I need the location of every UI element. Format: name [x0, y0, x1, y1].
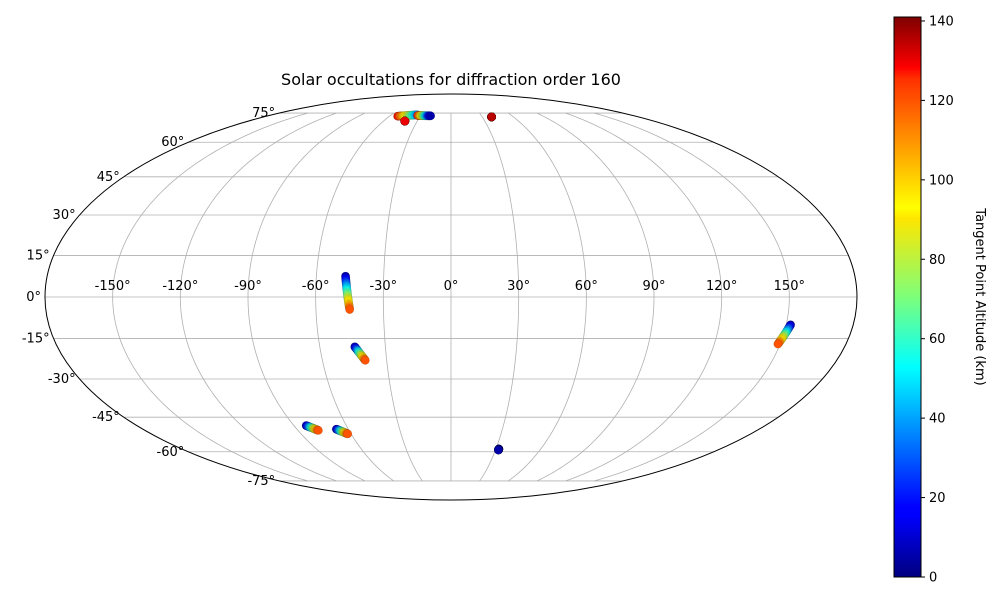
scatter-point: [400, 116, 410, 126]
lon-tick-label: 90°: [642, 279, 665, 294]
scatter-point: [345, 305, 355, 314]
lon-gridline: [508, 112, 587, 482]
lat-tick-label: 30°: [53, 208, 76, 223]
longitude-tick-labels: -150° -120° -90° -60° -30° 0° 30° 60° 90° 120° 150…: [95, 279, 805, 294]
lat-tick-label: 60°: [161, 135, 184, 150]
colorbar-label: Tangent Point Altitude (km): [972, 207, 987, 385]
lat-tick-label: 45°: [97, 170, 120, 185]
lon-gridline: [112, 112, 308, 482]
map-boundary: [44, 93, 858, 501]
colorbar-tick-label: 0: [929, 571, 937, 586]
lon-tick-label: 120°: [706, 279, 737, 294]
colorbar-ticks: 0 20 40 60 80 100 120 140: [921, 14, 954, 586]
lon-tick-label: -30°: [369, 279, 397, 294]
lat-tick-label: -75°: [247, 474, 275, 489]
lon-tick-label: -60°: [302, 279, 330, 294]
colorbar-tick-label: 60: [929, 332, 946, 347]
lon-gridline: [315, 112, 394, 482]
lon-gridline: [247, 112, 366, 482]
colorbar: [893, 16, 922, 578]
colorbar-tick-label: 100: [929, 173, 954, 188]
colorbar-tick-label: 20: [929, 491, 946, 506]
lat-tick-label: -45°: [92, 410, 120, 425]
lon-tick-label: 30°: [507, 279, 530, 294]
colorbar-tick-label: 120: [929, 94, 954, 109]
scatter-point: [343, 429, 353, 439]
scatter-point: [494, 445, 503, 455]
lon-gridline: [382, 112, 423, 482]
lon-tick-label: 0°: [444, 279, 459, 294]
chart-title: Solar occultations for diffraction order…: [281, 70, 621, 89]
lat-tick-label: 75°: [252, 106, 275, 121]
lat-tick-label: -15°: [22, 332, 50, 347]
lon-gridline: [565, 112, 723, 482]
lat-tick-label: 0°: [26, 290, 41, 305]
lon-tick-label: 60°: [575, 279, 598, 294]
lon-tick-label: -150°: [95, 279, 131, 294]
lon-gridline: [536, 112, 655, 482]
lat-tick-label: 15°: [27, 248, 50, 263]
scatter-points: [301, 110, 796, 455]
colorbar-tick-label: 140: [929, 14, 954, 29]
scatter-point: [487, 112, 496, 122]
lon-gridline: [179, 112, 337, 482]
lat-tick-label: -60°: [157, 445, 185, 460]
scatter-point: [773, 339, 783, 349]
latitude-tick-labels: 75° 60° 45° 30° 15° 0° -15° -30° -45° -60° -75°: [22, 106, 275, 489]
lat-tick-label: -30°: [48, 372, 76, 387]
colorbar-tick-label: 80: [929, 253, 946, 268]
scatter-point: [426, 111, 436, 121]
lon-tick-label: 150°: [774, 279, 805, 294]
lon-tick-label: -90°: [234, 279, 262, 294]
lon-tick-label: -120°: [162, 279, 198, 294]
scatter-point: [313, 425, 323, 435]
scatter-point: [360, 355, 370, 365]
colorbar-tick-label: 40: [929, 412, 946, 427]
map-grid: [45, 112, 857, 482]
lon-gridline: [479, 112, 520, 482]
lon-gridline: [594, 112, 790, 482]
